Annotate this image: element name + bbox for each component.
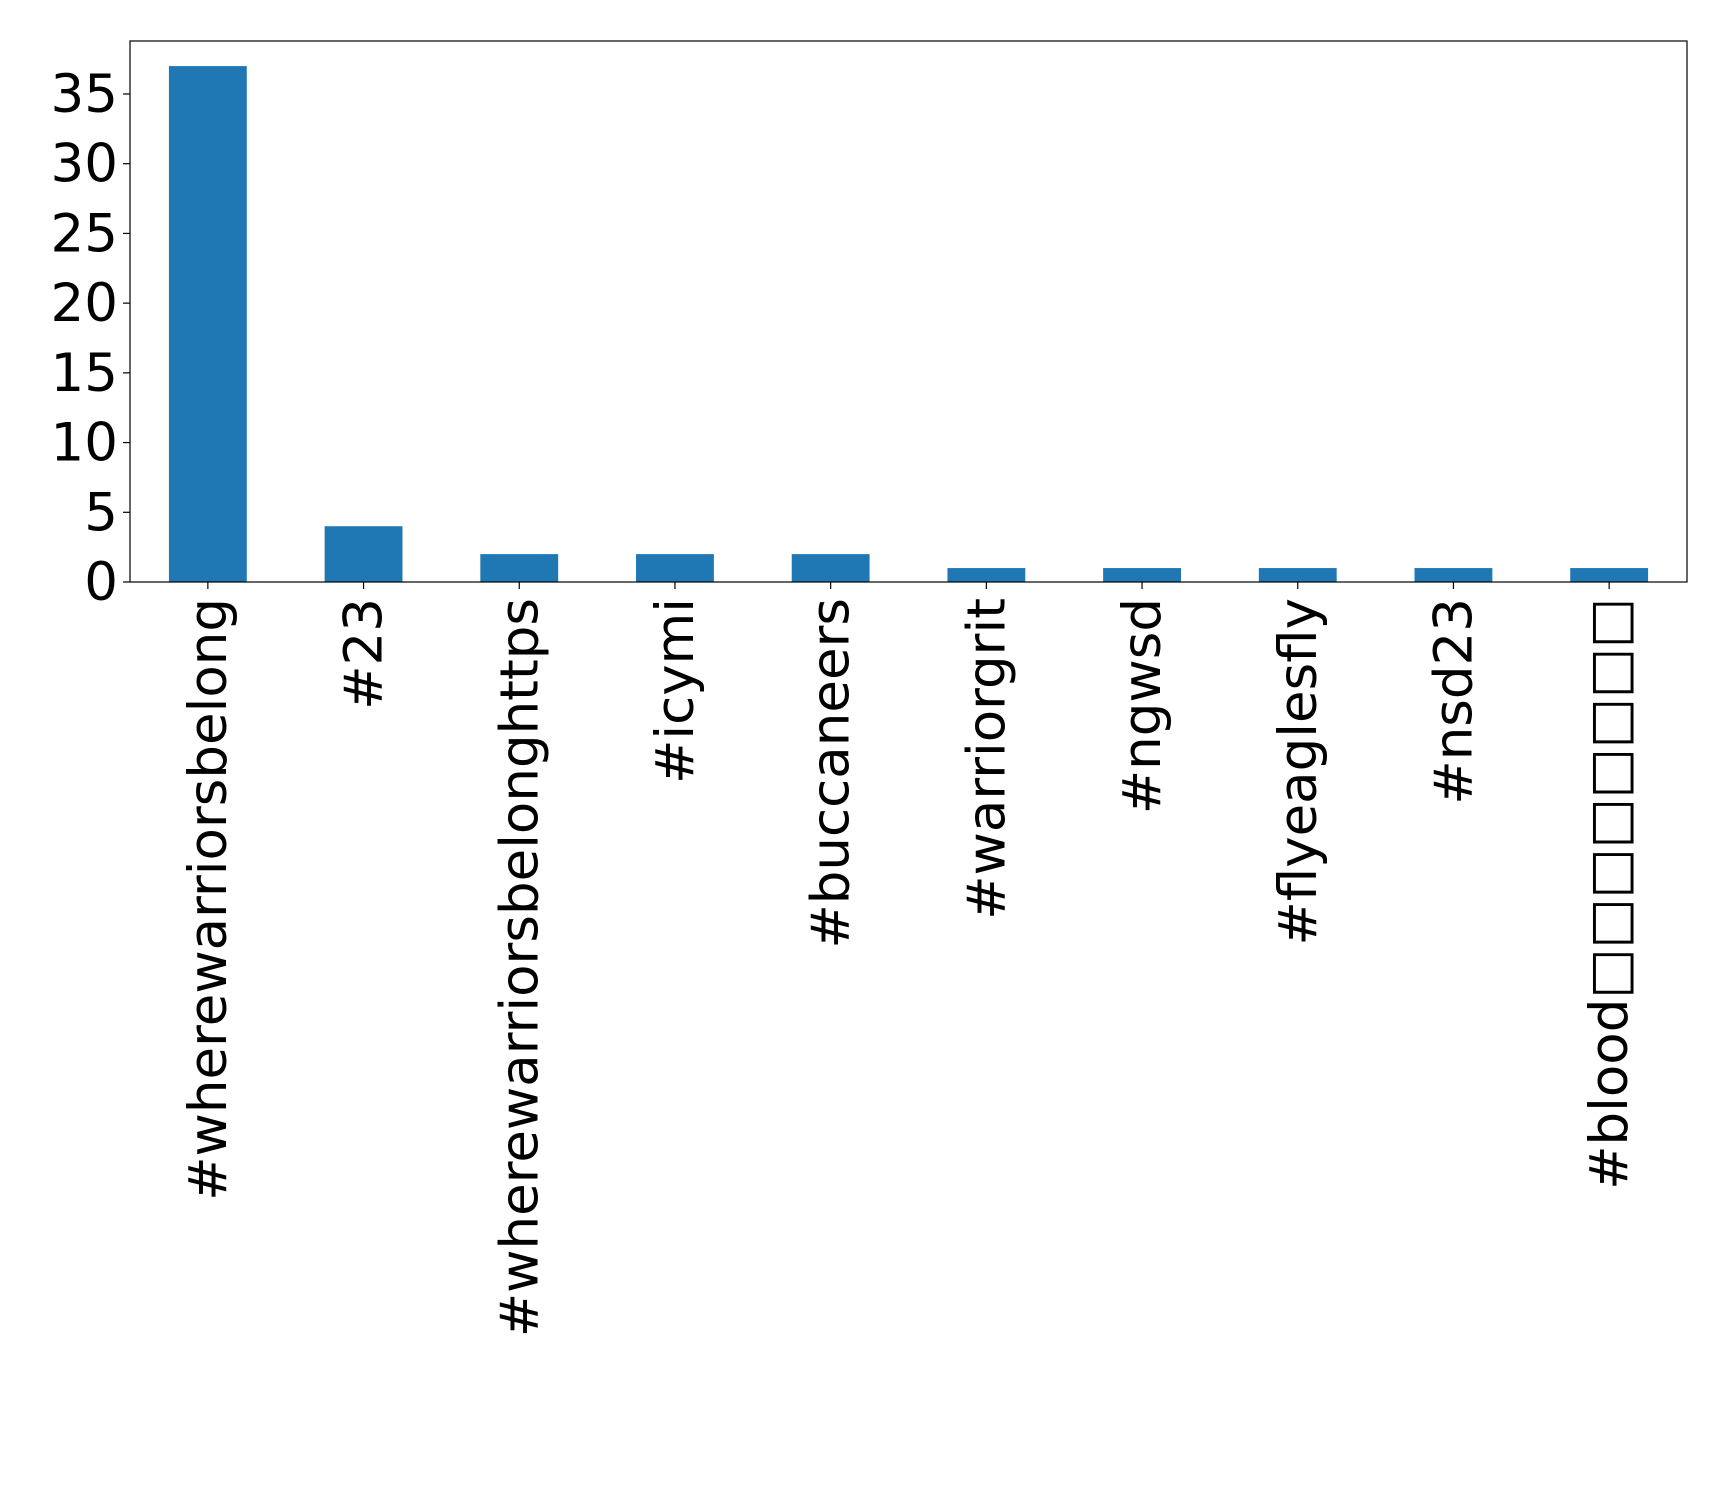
y-tick-label: 20 [51, 273, 118, 334]
bar-8 [1414, 568, 1493, 582]
x-tick-label: #wherewarriorsbelong [178, 598, 239, 1201]
bar-3 [636, 554, 714, 582]
bar-9 [1570, 568, 1649, 582]
x-axis: #wherewarriorsbelong #23 #wherewarriorsbel… [178, 582, 1640, 1337]
bar-5 [947, 568, 1026, 582]
y-tick-label: 5 [84, 482, 118, 543]
x-tick-label: #flyeaglesfly [1268, 598, 1329, 946]
x-tick-label: #buccaneers [801, 598, 862, 949]
bar-4 [791, 554, 870, 582]
x-tick-label: #blood□□□□□□□□ [1579, 598, 1640, 1190]
y-tick-label: 0 [84, 552, 118, 613]
plot-frame [129, 40, 1688, 583]
x-tick-label: #wherewarriorsbelonghttps [489, 598, 550, 1337]
bar-2 [480, 554, 559, 582]
bars-layer [168, 66, 1649, 582]
y-tick-label: 35 [51, 64, 118, 125]
x-tick-label: #icymi [645, 598, 706, 784]
bar-1 [324, 526, 403, 582]
bar-0 [168, 66, 247, 582]
y-axis: 0 5 10 15 20 25 30 35 [51, 64, 130, 613]
y-tick-label: 15 [51, 343, 118, 404]
y-tick-label: 25 [51, 203, 118, 264]
x-tick-label: #ngwsd [1112, 598, 1173, 814]
bar-6 [1103, 568, 1181, 582]
x-tick-label: #nsd23 [1423, 598, 1484, 805]
x-tick-label: #warriorgrit [956, 598, 1017, 920]
x-tick-label: #23 [334, 598, 395, 710]
y-tick-label: 30 [51, 134, 118, 195]
y-tick-label: 10 [51, 413, 118, 474]
bar-7 [1258, 568, 1337, 582]
